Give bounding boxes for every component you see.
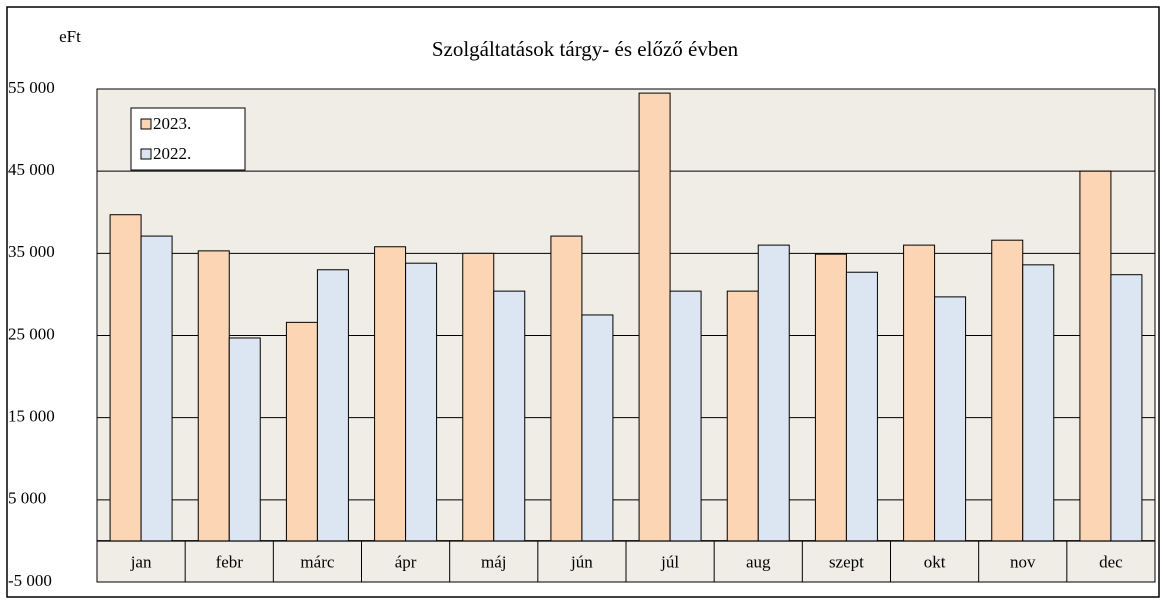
x-tick-label: aug	[746, 552, 771, 571]
x-tick-label: dec	[1099, 552, 1123, 571]
bar	[228, 337, 261, 542]
bar	[316, 269, 349, 542]
x-tick-label: nov	[1010, 552, 1036, 571]
bar	[845, 271, 878, 542]
y-tick-label: 25 000	[8, 324, 55, 343]
bar	[109, 214, 142, 542]
y-tick-label: -5 000	[8, 571, 52, 590]
legend-swatch	[140, 148, 152, 160]
y-axis-label: eFt	[59, 27, 81, 46]
y-tick-label: 5 000	[8, 489, 46, 508]
bar	[1110, 274, 1143, 542]
y-tick-label: 45 000	[8, 160, 55, 179]
legend-label: 2022.	[153, 144, 191, 163]
bar	[1079, 170, 1112, 542]
chart-title: Szolgáltatások tárgy- és előző évben	[432, 37, 739, 61]
legend-box	[130, 107, 246, 171]
bar	[462, 252, 495, 542]
y-tick-label: 35 000	[8, 242, 55, 261]
bar	[140, 235, 173, 542]
bar	[197, 250, 230, 542]
x-tick-label: szept	[829, 552, 864, 571]
bar	[405, 262, 438, 542]
bar	[934, 296, 967, 542]
bar	[1022, 264, 1055, 542]
legend-swatch	[140, 118, 152, 130]
bar	[550, 235, 583, 542]
x-tick-label: ápr	[395, 552, 417, 571]
bar	[726, 290, 759, 542]
x-tick-label: júl	[660, 552, 679, 571]
x-tick-label: máj	[481, 552, 507, 571]
bar	[374, 246, 407, 542]
y-tick-label: 55 000	[8, 78, 55, 97]
bar	[814, 253, 847, 542]
bar	[991, 239, 1024, 542]
x-tick-label: jún	[570, 552, 593, 571]
bar	[493, 290, 526, 542]
bar	[581, 314, 614, 542]
bar	[638, 92, 671, 542]
bar	[285, 321, 318, 542]
x-tick-label: jan	[130, 552, 152, 571]
bar	[669, 290, 702, 542]
bar	[757, 244, 790, 542]
x-tick-label: okt	[924, 552, 946, 571]
bar	[903, 244, 936, 542]
x-tick-label: febr	[216, 552, 244, 571]
x-tick-label: márc	[300, 552, 334, 571]
legend-label: 2023.	[153, 114, 191, 133]
y-tick-label: 15 000	[8, 407, 55, 426]
